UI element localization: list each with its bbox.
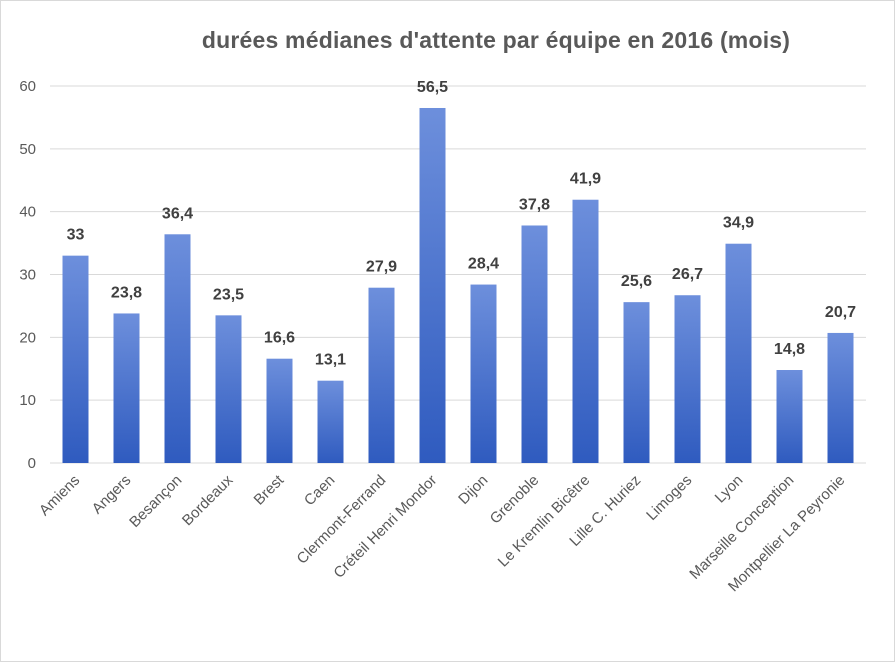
- data-label: 36,4: [162, 205, 193, 222]
- category-label: Besançon: [126, 472, 185, 531]
- data-label: 33: [67, 227, 85, 244]
- data-label: 28,4: [468, 256, 499, 273]
- category-label: Caen: [301, 472, 338, 509]
- bar: [215, 315, 242, 463]
- y-tick-label: 50: [19, 141, 36, 158]
- bar: [521, 225, 548, 463]
- data-label: 26,7: [672, 266, 703, 283]
- category-label: Limoges: [643, 472, 695, 524]
- data-label: 27,9: [366, 259, 397, 276]
- category-label: Clermont-Ferrand: [294, 472, 390, 568]
- category-label: Amiens: [36, 472, 83, 519]
- category-label: Dijon: [455, 472, 491, 508]
- bar: [470, 284, 497, 463]
- bar: [776, 370, 803, 463]
- bar: [113, 313, 140, 463]
- data-label: 25,6: [621, 273, 652, 290]
- data-label: 23,5: [213, 286, 244, 303]
- category-label: Brest: [251, 471, 288, 508]
- data-label: 34,9: [723, 215, 754, 232]
- data-label: 20,7: [825, 304, 856, 321]
- category-label: Créteil Henri Mondor: [330, 472, 440, 582]
- y-tick-label: 30: [19, 267, 36, 284]
- data-label: 16,6: [264, 330, 295, 347]
- bar: [419, 107, 446, 463]
- data-label: 56,5: [417, 79, 448, 96]
- bar: [725, 243, 752, 463]
- bar: [623, 302, 650, 463]
- bars: [62, 107, 854, 463]
- category-label: Bordeaux: [179, 471, 237, 529]
- category-label: Le Kremlin Bicêtre: [495, 472, 594, 571]
- data-label: 37,8: [519, 196, 550, 213]
- bar: [164, 234, 191, 463]
- bar: [572, 199, 599, 463]
- y-tick-label: 40: [19, 204, 36, 221]
- y-tick-label: 10: [19, 392, 36, 409]
- data-label: 41,9: [570, 171, 601, 188]
- bar: [827, 332, 854, 463]
- y-tick-label: 0: [28, 455, 36, 472]
- data-label: 14,8: [774, 341, 805, 358]
- data-labels: 33 23,8 36,4 23,5 16,6 13,1 27,9 56,5 28,4 37,8 41…: [67, 79, 857, 369]
- y-axis-ticks: 0 10 20 30 40 50 60: [19, 78, 36, 472]
- chart-title: durées médianes d'attente par équipe en …: [201, 27, 791, 53]
- y-tick-label: 20: [19, 329, 36, 346]
- bar: [62, 255, 89, 463]
- data-label: 13,1: [315, 352, 346, 369]
- bar: [317, 380, 344, 463]
- data-label: 23,8: [111, 284, 142, 301]
- bar: [674, 295, 701, 463]
- y-tick-label: 60: [19, 78, 36, 95]
- category-label: Lyon: [712, 472, 747, 507]
- bar: [266, 358, 293, 463]
- bar: [368, 287, 395, 463]
- category-label: Angers: [89, 472, 135, 518]
